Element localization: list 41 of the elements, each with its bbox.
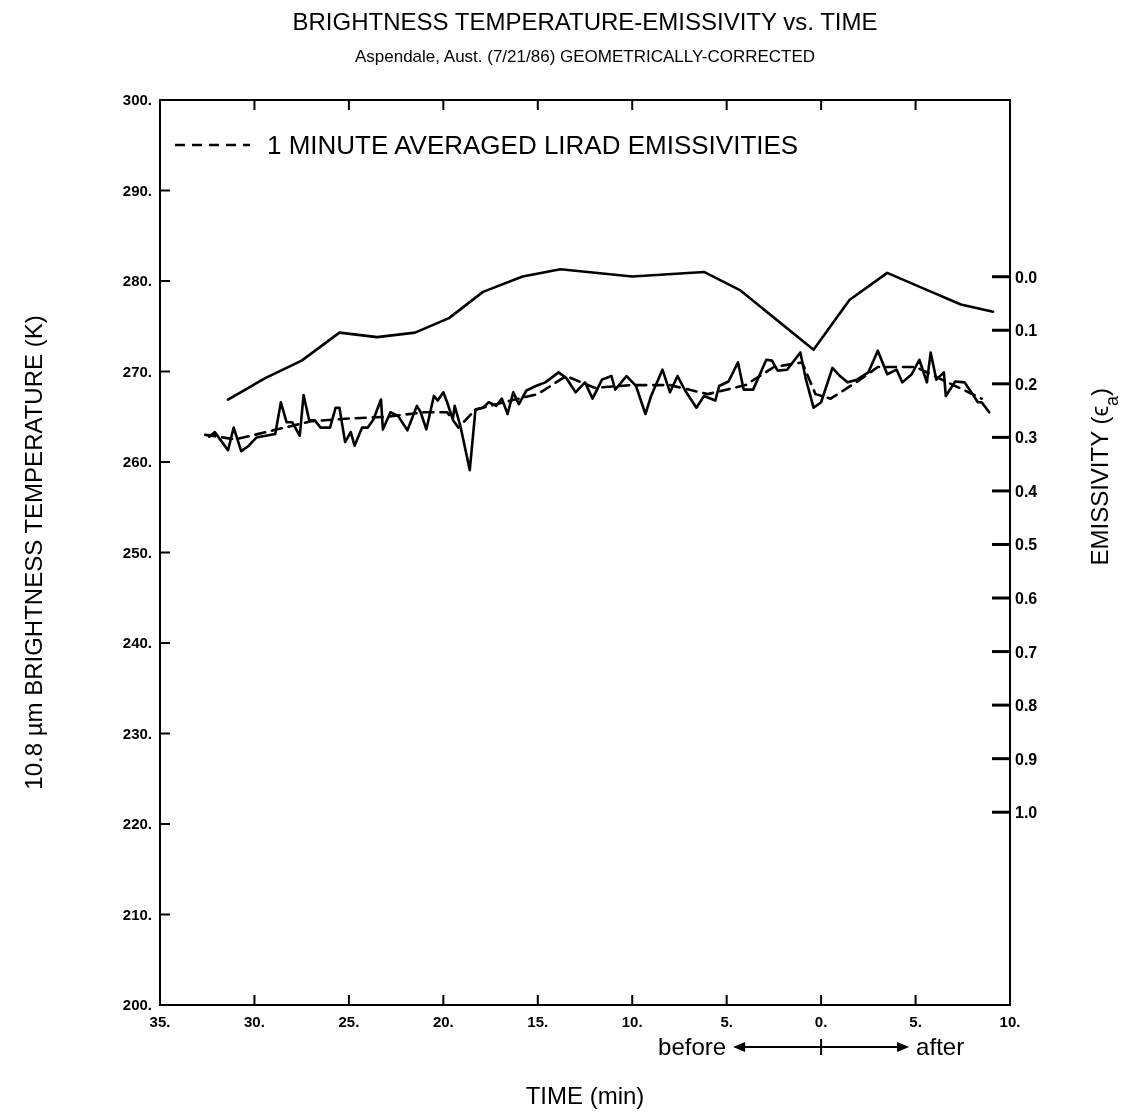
legend-label: 1 MINUTE AVERAGED LIRAD EMISSIVITIES [267, 130, 799, 160]
y-tick-label: 260. [122, 453, 152, 470]
x-tick-label: 35. [149, 1013, 171, 1030]
y2-tick-label: 0.9 [1015, 750, 1038, 768]
text: after [916, 1033, 965, 1060]
y-tick-label: 240. [122, 634, 152, 651]
y2-tick-label: 0.5 [1015, 536, 1038, 554]
line-series [226, 267, 995, 401]
x-tick-label: 5. [909, 1013, 922, 1030]
y2-tick-label: 0.1 [1015, 322, 1038, 340]
y-tick-label: 230. [122, 724, 152, 742]
x-tick-label: 5. [720, 1013, 733, 1030]
x-axis-title: TIME (min) [525, 1082, 645, 1109]
x-tick-label: 25. [338, 1013, 360, 1030]
y2-tick-label: 1.0 [1015, 804, 1038, 822]
x-tick-label: 0. [814, 1013, 828, 1030]
y2-tick-label: 0.8 [1015, 697, 1038, 715]
y-axis-title: 10.8 µm BRIGHTNESS TEMPERATURE (K) [20, 315, 47, 790]
text: before [658, 1033, 727, 1060]
y-tick-label: 280. [122, 272, 152, 289]
y2-tick-label: 0.6 [1015, 590, 1038, 608]
chart-subtitle: Aspendale, Aust. (7/21/86) GEOMETRICALLY-CORRECTED [354, 47, 816, 66]
x-tick-label: 20. [432, 1013, 454, 1030]
y-tick-label: 270. [122, 362, 152, 380]
chart-title: BRIGHTNESS TEMPERATURE-EMISSIVITY vs. TIME [292, 8, 878, 35]
y-tick-label: 200. [122, 996, 152, 1013]
y2-tick-label: 0.0 [1015, 268, 1038, 286]
y-tick-label: 290. [122, 181, 152, 199]
y2-tick-label: 0.2 [1015, 375, 1038, 393]
y2-tick-label: 0.7 [1015, 643, 1038, 661]
x-tick-label: 10. [621, 1013, 643, 1030]
y-tick-label: 250. [122, 543, 152, 561]
line-series [207, 349, 991, 472]
y-tick-label: 220. [122, 815, 152, 832]
y2-tick-label: 0.3 [1015, 429, 1038, 447]
x-tick-label: 10. [999, 1013, 1021, 1030]
y-tick-label: 300. [122, 91, 152, 108]
y2-tick-label: 0.4 [1015, 482, 1038, 500]
x-tick-label: 30. [244, 1013, 265, 1030]
y-tick-label: 210. [122, 905, 152, 923]
x-tick-label: 15. [527, 1013, 549, 1030]
